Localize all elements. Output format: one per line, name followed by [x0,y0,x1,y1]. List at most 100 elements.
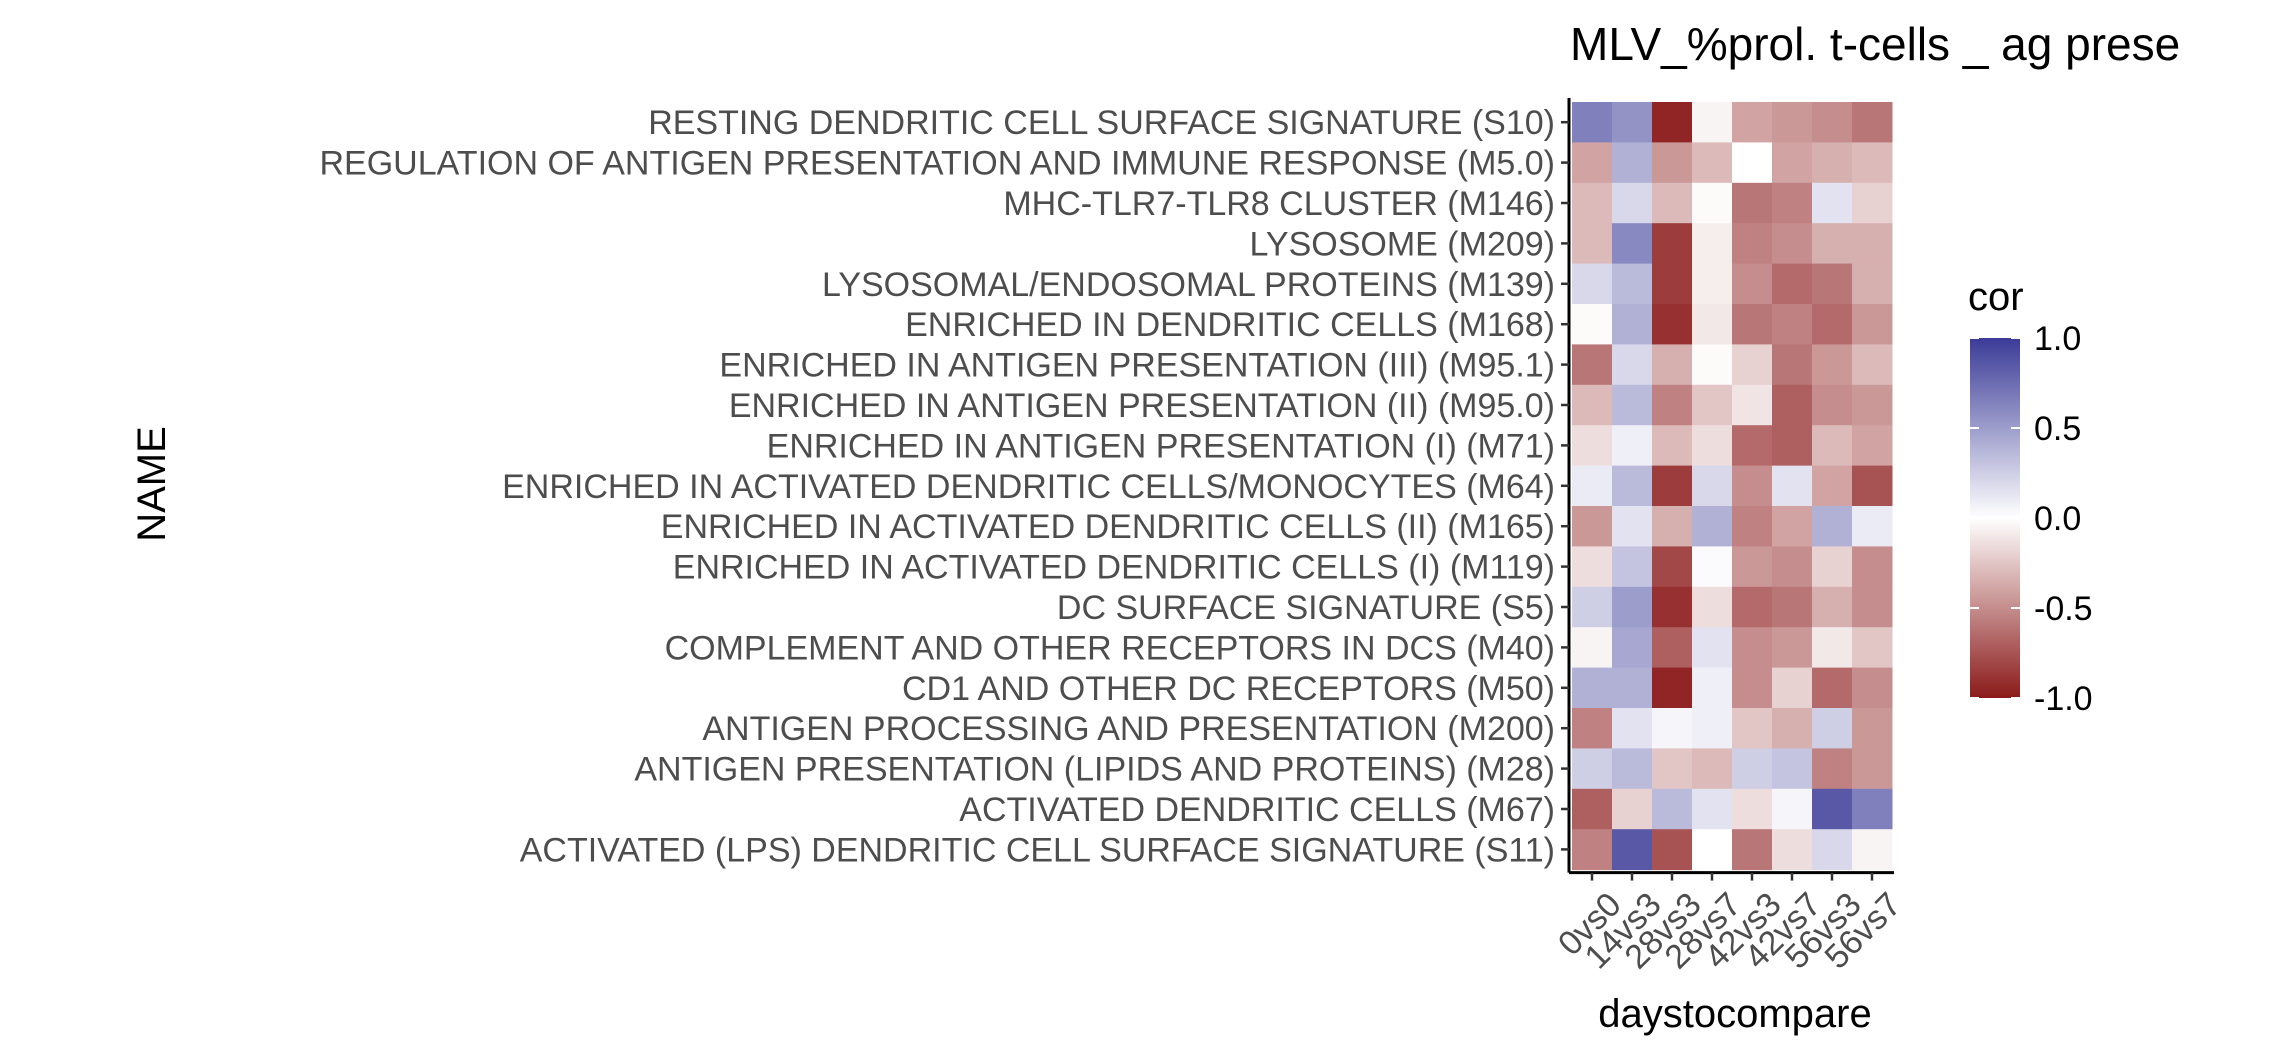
heatmap-cell [1572,425,1613,467]
heatmap-cell [1692,667,1733,709]
heatmap-cell [1852,667,1893,709]
heatmap-cell [1612,667,1653,709]
heatmap-cell [1572,182,1613,224]
y-tick-label: ENRICHED IN ANTIGEN PRESENTATION (III) (… [719,347,1555,385]
heatmap-cell [1732,304,1773,345]
heatmap-cell [1612,748,1653,790]
heatmap-cell [1652,425,1693,467]
heatmap-cell [1772,263,1813,305]
heatmap-cell [1772,546,1813,588]
legend-title: cor [1968,275,2024,319]
heatmap-cell [1572,465,1613,507]
heatmap-cell [1572,506,1613,547]
heatmap-cell [1812,425,1853,467]
color-legend: cor 1.0 0.5 0.0 -0.5 -1.0 [1968,275,2093,718]
heatmap-cell [1772,102,1813,143]
heatmap-cell [1652,748,1693,790]
legend-tick-label: -0.5 [2034,590,2093,628]
heatmap-cell [1852,304,1893,345]
y-tick-label: ENRICHED IN ACTIVATED DENDRITIC CELLS (I… [673,549,1555,587]
heatmap-cell [1612,182,1653,224]
heatmap-cell [1772,182,1813,224]
heatmap-cell [1612,506,1653,547]
heatmap-cell [1732,829,1773,871]
y-tick-label: ENRICHED IN ANTIGEN PRESENTATION (II) (M… [729,387,1555,425]
legend-tick-label: 1.0 [2034,320,2081,358]
heatmap-cell [1572,667,1613,709]
heatmap-cell [1572,829,1613,871]
heatmap-cell [1732,102,1773,143]
y-tick-label: ENRICHED IN ACTIVATED DENDRITIC CELLS/MO… [502,468,1555,506]
heatmap-cell [1852,788,1893,830]
heatmap-cell [1612,263,1653,305]
heatmap-cell [1652,304,1693,345]
heatmap-cell [1612,788,1653,830]
axes [1561,98,1894,881]
heatmap-cell [1732,263,1773,305]
heatmap-cell [1732,182,1773,224]
heatmap-cell [1812,546,1853,588]
heatmap-cell [1692,102,1733,143]
heatmap-cell [1692,182,1733,224]
heatmap-cell [1692,425,1733,467]
heatmap-cell [1612,384,1653,426]
heatmap-cell [1852,344,1893,386]
heatmap-cell [1612,708,1653,749]
heatmap-cell [1732,384,1773,426]
heatmap-cell [1692,263,1733,305]
heatmap-cell [1852,546,1893,588]
y-tick-label: ENRICHED IN ACTIVATED DENDRITIC CELLS (I… [661,508,1555,546]
heatmap-cell [1772,465,1813,507]
heatmap-cell [1612,627,1653,669]
heatmap-cell [1852,142,1893,184]
heatmap-cell [1732,788,1773,830]
y-tick-label: ANTIGEN PRESENTATION (LIPIDS AND PROTEIN… [634,751,1555,789]
heatmap-cell [1772,384,1813,426]
heatmap-cell [1692,708,1733,749]
heatmap-cell [1812,344,1853,386]
y-tick-label: LYSOSOMAL/ENDOSOMAL PROTEINS (M139) [822,266,1555,304]
heatmap-cell [1692,546,1733,588]
heatmap-cell [1652,223,1693,265]
heatmap-cell [1692,142,1733,184]
legend-tick-label: 0.0 [2034,500,2081,538]
heatmap-cell [1852,748,1893,790]
heatmap-cell [1852,465,1893,507]
heatmap-cell [1572,142,1613,184]
y-tick-label: LYSOSOME (M209) [1250,225,1555,263]
heatmap-cell [1612,829,1653,871]
heatmap-cell [1732,708,1773,749]
heatmap-cell [1612,586,1653,628]
heatmap-cell [1772,344,1813,386]
heatmap-cell [1772,425,1813,467]
heatmap-cells [1572,102,1893,871]
heatmap-cell [1812,102,1853,143]
heatmap-cell [1572,788,1613,830]
heatmap-cell [1812,304,1853,345]
heatmap-cell [1812,223,1853,265]
y-tick-label: ENRICHED IN ANTIGEN PRESENTATION (I) (M7… [767,427,1555,465]
heatmap-cell [1772,788,1813,830]
heatmap-cell [1852,708,1893,749]
chart-title: MLV_%prol. t-cells _ ag prese [1570,18,2180,70]
heatmap-cell [1852,506,1893,547]
heatmap-cell [1852,182,1893,224]
heatmap-cell [1572,223,1613,265]
heatmap-cell [1612,304,1653,345]
heatmap-cell [1692,788,1733,830]
heatmap-cell [1852,102,1893,143]
legend-tick-label: -1.0 [2034,680,2093,718]
heatmap-cell [1772,667,1813,709]
heatmap-cell [1652,344,1693,386]
heatmap-cell [1652,788,1693,830]
heatmap-cell [1572,627,1613,669]
heatmap-cell [1572,263,1613,305]
heatmap-cell [1772,627,1813,669]
heatmap-cell [1652,667,1693,709]
y-tick-label: ENRICHED IN DENDRITIC CELLS (M168) [905,306,1555,344]
heatmap-cell [1612,223,1653,265]
heatmap-cell [1612,546,1653,588]
heatmap-cell [1572,748,1613,790]
heatmap-cell [1732,223,1773,265]
